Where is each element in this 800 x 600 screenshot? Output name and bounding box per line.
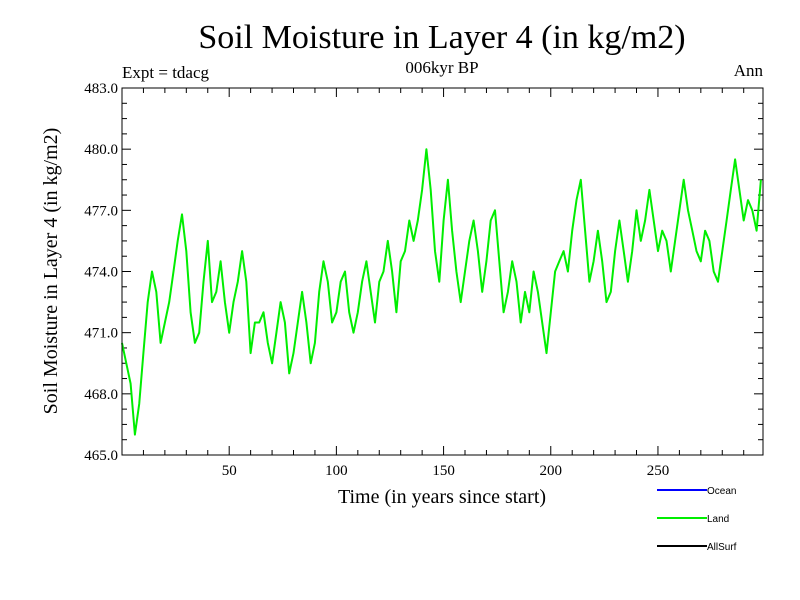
chart-subtitle: 006kyr BP	[405, 58, 478, 77]
axis-ticks	[122, 87, 763, 456]
x-tick-label: 50	[222, 463, 237, 479]
y-tick-label: 483.0	[84, 81, 118, 97]
land-series-line	[121, 148, 762, 436]
y-tick-label: 465.0	[84, 448, 118, 464]
x-tick-label: 150	[432, 463, 455, 479]
y-tick-label: 477.0	[84, 203, 118, 219]
y-tick-label: 471.0	[84, 326, 118, 342]
legend-ocean-label: Ocean	[707, 486, 736, 497]
expt-label: Expt = tdacg	[122, 63, 210, 82]
x-tick-label: 250	[647, 463, 670, 479]
x-axis-label: Time (in years since start)	[338, 486, 546, 508]
y-tick-label: 474.0	[84, 265, 118, 281]
y-tick-label: 480.0	[84, 142, 118, 158]
legend: Ocean Land AllSurf	[657, 486, 737, 553]
legend-land-label: Land	[707, 514, 729, 525]
y-axis-label: Soil Moisture in Layer 4 (in kg/m2)	[40, 128, 62, 415]
y-tick-label: 468.0	[84, 387, 118, 403]
x-tick-label: 100	[325, 463, 348, 479]
axis-tick-labels: 50 100 150 200 250 465.0 468.0 471.0 474.0 477.0 4…	[84, 81, 669, 479]
chart-title: Soil Moisture in Layer 4 (in kg/m2)	[198, 19, 685, 56]
x-tick-label: 200	[540, 463, 563, 479]
legend-allsurf-label: AllSurf	[707, 542, 737, 553]
season-label: Ann	[734, 61, 764, 80]
plot-frame	[121, 87, 764, 456]
